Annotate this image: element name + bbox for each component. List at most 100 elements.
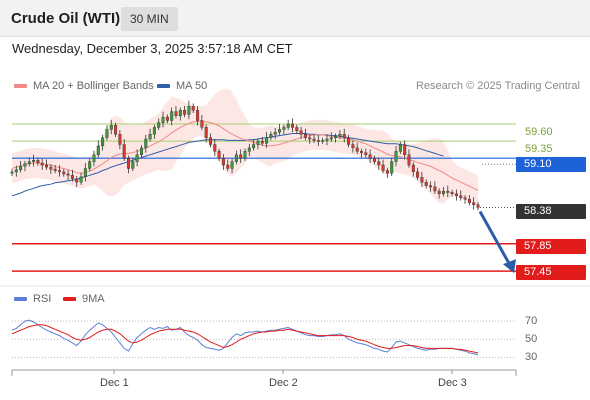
last-price-tag: 58.38 bbox=[516, 204, 586, 219]
candle-body bbox=[420, 177, 424, 183]
candle-body bbox=[360, 151, 364, 153]
candle-body bbox=[70, 175, 74, 179]
candle-body bbox=[183, 110, 187, 115]
candle-body bbox=[373, 157, 377, 162]
support-2-tag: 57.45 bbox=[516, 265, 586, 280]
candle-body bbox=[148, 133, 152, 140]
candle-body bbox=[433, 186, 437, 192]
candle-body bbox=[329, 137, 333, 140]
candle-body bbox=[204, 127, 208, 138]
rsi-series-9ma bbox=[11, 324, 479, 354]
forecast-arrow bbox=[478, 210, 512, 266]
candle-body bbox=[32, 159, 36, 162]
rsi-tick-30: 30 bbox=[525, 351, 538, 363]
candle-body bbox=[23, 163, 27, 167]
candle-body bbox=[347, 137, 351, 145]
candle-body bbox=[243, 151, 247, 159]
legend-swatch-bollinger bbox=[14, 84, 27, 88]
candle-body bbox=[187, 105, 191, 115]
candle-body bbox=[221, 157, 225, 166]
candle-body bbox=[403, 144, 407, 156]
rsi-ma-legend-item: 9MA bbox=[63, 293, 105, 305]
candle-body bbox=[62, 171, 66, 175]
candle-body bbox=[234, 154, 238, 162]
forecast-arrowhead bbox=[503, 259, 516, 274]
candle-body bbox=[260, 140, 264, 144]
candle-body bbox=[355, 147, 359, 152]
copyright-text: Research © 2025 Trading Central bbox=[415, 80, 580, 92]
candle-body bbox=[454, 193, 458, 197]
candle-body bbox=[36, 159, 40, 164]
candle-body bbox=[377, 161, 381, 166]
x-tick-dec-1: Dec 1 bbox=[100, 377, 129, 389]
pivot-price-tag: 59.10 bbox=[516, 157, 586, 172]
candle-body bbox=[165, 116, 169, 121]
candle-body bbox=[368, 154, 372, 159]
candle-body bbox=[92, 154, 96, 162]
candle-body bbox=[364, 152, 368, 155]
candle-body bbox=[105, 129, 109, 138]
candle-body bbox=[394, 151, 398, 162]
candle-body bbox=[467, 199, 471, 203]
candle-body bbox=[200, 120, 204, 128]
support-1-tag: 57.85 bbox=[516, 239, 586, 254]
candle-body bbox=[170, 111, 174, 121]
candle-body bbox=[416, 171, 420, 178]
candle-body bbox=[321, 140, 325, 142]
candle-body bbox=[291, 123, 295, 128]
candle-body bbox=[381, 164, 385, 171]
candle-body bbox=[390, 161, 394, 174]
rsi-tick-50: 50 bbox=[525, 333, 538, 345]
candle-body bbox=[58, 170, 62, 173]
candle-body bbox=[174, 111, 178, 116]
instrument-title: Crude Oil (WTI) bbox=[11, 10, 121, 27]
candle-body bbox=[161, 116, 165, 123]
candle-body bbox=[424, 181, 428, 186]
candle-body bbox=[96, 145, 100, 155]
candle-body bbox=[53, 168, 57, 171]
candle-body bbox=[196, 110, 200, 121]
legend-item-bollinger: MA 20 + Bollinger Bands bbox=[14, 80, 154, 92]
legend-swatch-ma50 bbox=[157, 84, 170, 88]
rsi-legend-label: RSI bbox=[33, 293, 52, 305]
candle-body bbox=[308, 137, 312, 140]
candle-body bbox=[411, 164, 415, 173]
candle-body bbox=[208, 137, 212, 145]
rsi-legend-item: RSI bbox=[14, 293, 51, 305]
candle-body bbox=[114, 125, 118, 135]
candle-body bbox=[325, 138, 329, 141]
candle-body bbox=[312, 138, 316, 141]
rsi-ma-legend-swatch bbox=[63, 297, 76, 301]
candle-body bbox=[178, 110, 182, 117]
candle-body bbox=[476, 204, 480, 208]
legend-label-bollinger: MA 20 + Bollinger Bands bbox=[33, 80, 154, 92]
timeframe-badge[interactable]: 30 MIN bbox=[121, 7, 178, 31]
candle-body bbox=[442, 190, 446, 195]
candle-body bbox=[269, 133, 273, 138]
candle-body bbox=[252, 144, 256, 149]
rsi-legend-swatch bbox=[14, 297, 27, 301]
candle-body bbox=[407, 154, 411, 166]
candle-body bbox=[226, 164, 230, 169]
x-tick-dec-3: Dec 3 bbox=[438, 377, 467, 389]
rsi-tick-70: 70 bbox=[525, 315, 538, 327]
candle-body bbox=[118, 133, 122, 145]
candle-body bbox=[131, 161, 135, 169]
candle-body bbox=[10, 171, 14, 174]
ma50-line bbox=[11, 133, 444, 197]
candle-body bbox=[303, 133, 307, 138]
candle-body bbox=[217, 151, 221, 159]
candle-body bbox=[40, 162, 44, 166]
candle-body bbox=[286, 123, 290, 128]
candle-body bbox=[75, 178, 79, 183]
candle-body bbox=[273, 131, 277, 135]
candle-body bbox=[351, 144, 355, 149]
candle-body bbox=[459, 195, 463, 199]
candle-body bbox=[282, 127, 286, 130]
candle-body bbox=[385, 170, 389, 174]
candle-body bbox=[295, 127, 299, 132]
candle-body bbox=[429, 185, 433, 188]
candle-body bbox=[79, 176, 83, 183]
chart-header: Crude Oil (WTI) 30 MIN bbox=[0, 0, 590, 37]
